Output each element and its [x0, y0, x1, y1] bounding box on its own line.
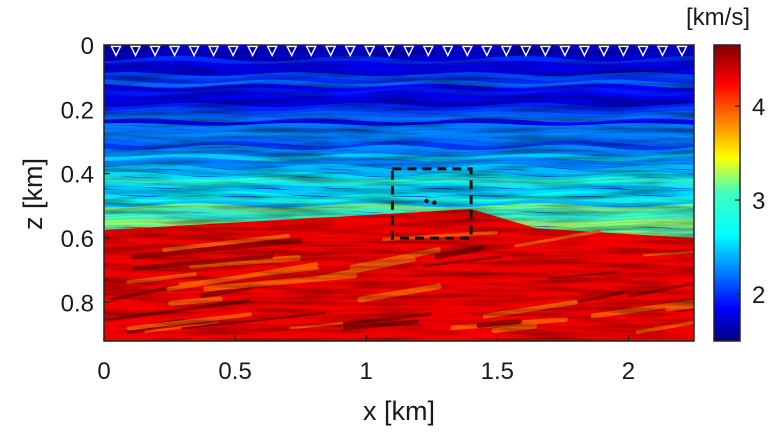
y-tick-label: 0.6 [61, 226, 94, 253]
receiver-marker [500, 45, 512, 58]
y-tick-label: 0.8 [61, 290, 94, 317]
y-axis-ticks: 0 0.2 0.4 0.6 0.8 [61, 33, 110, 317]
receiver-marker [617, 45, 630, 58]
receiver-marker [598, 45, 610, 58]
y-tick-label: 0 [81, 33, 94, 60]
colorbar-tick-label: 2 [752, 282, 765, 309]
receiver-marker [129, 45, 142, 58]
y-tick-label: 0.4 [61, 162, 94, 189]
colorbar-tick-label: 4 [752, 94, 765, 121]
receiver-marker [286, 45, 298, 58]
receiver-marker [481, 45, 493, 58]
plot-area [104, 45, 694, 341]
y-axis-label: z [km] [18, 158, 48, 230]
scatter-points [424, 198, 437, 205]
plot-frame [103, 44, 695, 342]
scatter-point [424, 198, 429, 204]
receiver-marker [325, 45, 337, 58]
receiver-marker [578, 45, 591, 58]
receiver-marker [442, 45, 454, 58]
receiver-marker [168, 45, 181, 58]
y-tick-label: 0.2 [61, 97, 94, 124]
colorbar-ticks: 2 3 4 [735, 94, 765, 309]
receiver-marker [266, 45, 278, 58]
receiver-marker [520, 45, 532, 58]
receiver-marker [207, 45, 220, 58]
x-tick-label: 1 [360, 358, 373, 385]
receiver-marker [461, 45, 473, 58]
receiver-marker [364, 45, 376, 58]
colorbar [713, 44, 741, 342]
receiver-marker [246, 45, 259, 58]
receiver-marker [305, 45, 317, 58]
receiver-marker [637, 45, 649, 58]
receiver-marker [188, 45, 200, 58]
receiver-marker [344, 45, 356, 58]
colorbar-unit-label: [km/s] [686, 4, 750, 31]
receiver-marker [559, 45, 571, 58]
texture-overlay [104, 45, 694, 341]
x-tick-label: 1.5 [481, 358, 514, 385]
x-axis-label: x [km] [363, 396, 435, 426]
receiver-marker [110, 45, 122, 58]
receiver-markers [110, 45, 688, 58]
target-box [390, 167, 473, 240]
receiver-marker [149, 45, 161, 58]
colorbar-tick-label: 3 [752, 188, 765, 215]
x-tick-label: 0 [97, 358, 110, 385]
scatter-point [432, 200, 437, 205]
receiver-marker [383, 45, 395, 58]
receiver-marker [656, 45, 669, 58]
receiver-marker [422, 45, 434, 58]
receiver-marker [227, 45, 239, 58]
receiver-marker [676, 45, 688, 58]
x-axis-ticks: 0 0.5 1 1.5 2 [97, 335, 635, 385]
x-tick-label: 2 [622, 358, 635, 385]
x-tick-label: 0.5 [218, 358, 251, 385]
receiver-marker [539, 45, 552, 58]
receiver-marker [403, 45, 415, 58]
